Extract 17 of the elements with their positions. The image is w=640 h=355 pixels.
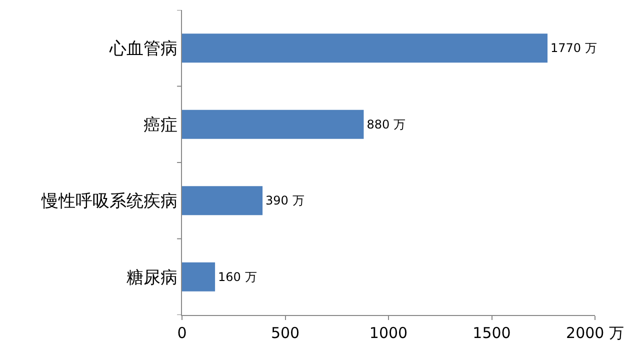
bar	[182, 34, 548, 63]
y-tick-label: 糖尿病	[126, 268, 178, 288]
bar	[182, 110, 364, 139]
x-tick-label: 1000	[369, 324, 408, 342]
y-tick-label: 癌症	[144, 115, 178, 136]
data-label: 880 万	[366, 117, 406, 132]
x-tick-label: 2000 万	[566, 324, 624, 342]
x-tick-label: 0	[177, 324, 187, 342]
y-tick-label: 心血管病	[108, 39, 178, 60]
x-tick-label: 1500	[472, 324, 511, 342]
y-tick-label: 慢性呼吸系统疾病	[40, 192, 178, 212]
data-label: 390 万	[266, 194, 304, 208]
data-label: 160 万	[218, 270, 257, 284]
bar	[182, 186, 263, 216]
data-label: 1770 万	[550, 41, 597, 56]
bar	[182, 262, 216, 292]
x-tick-label: 500	[270, 324, 300, 342]
